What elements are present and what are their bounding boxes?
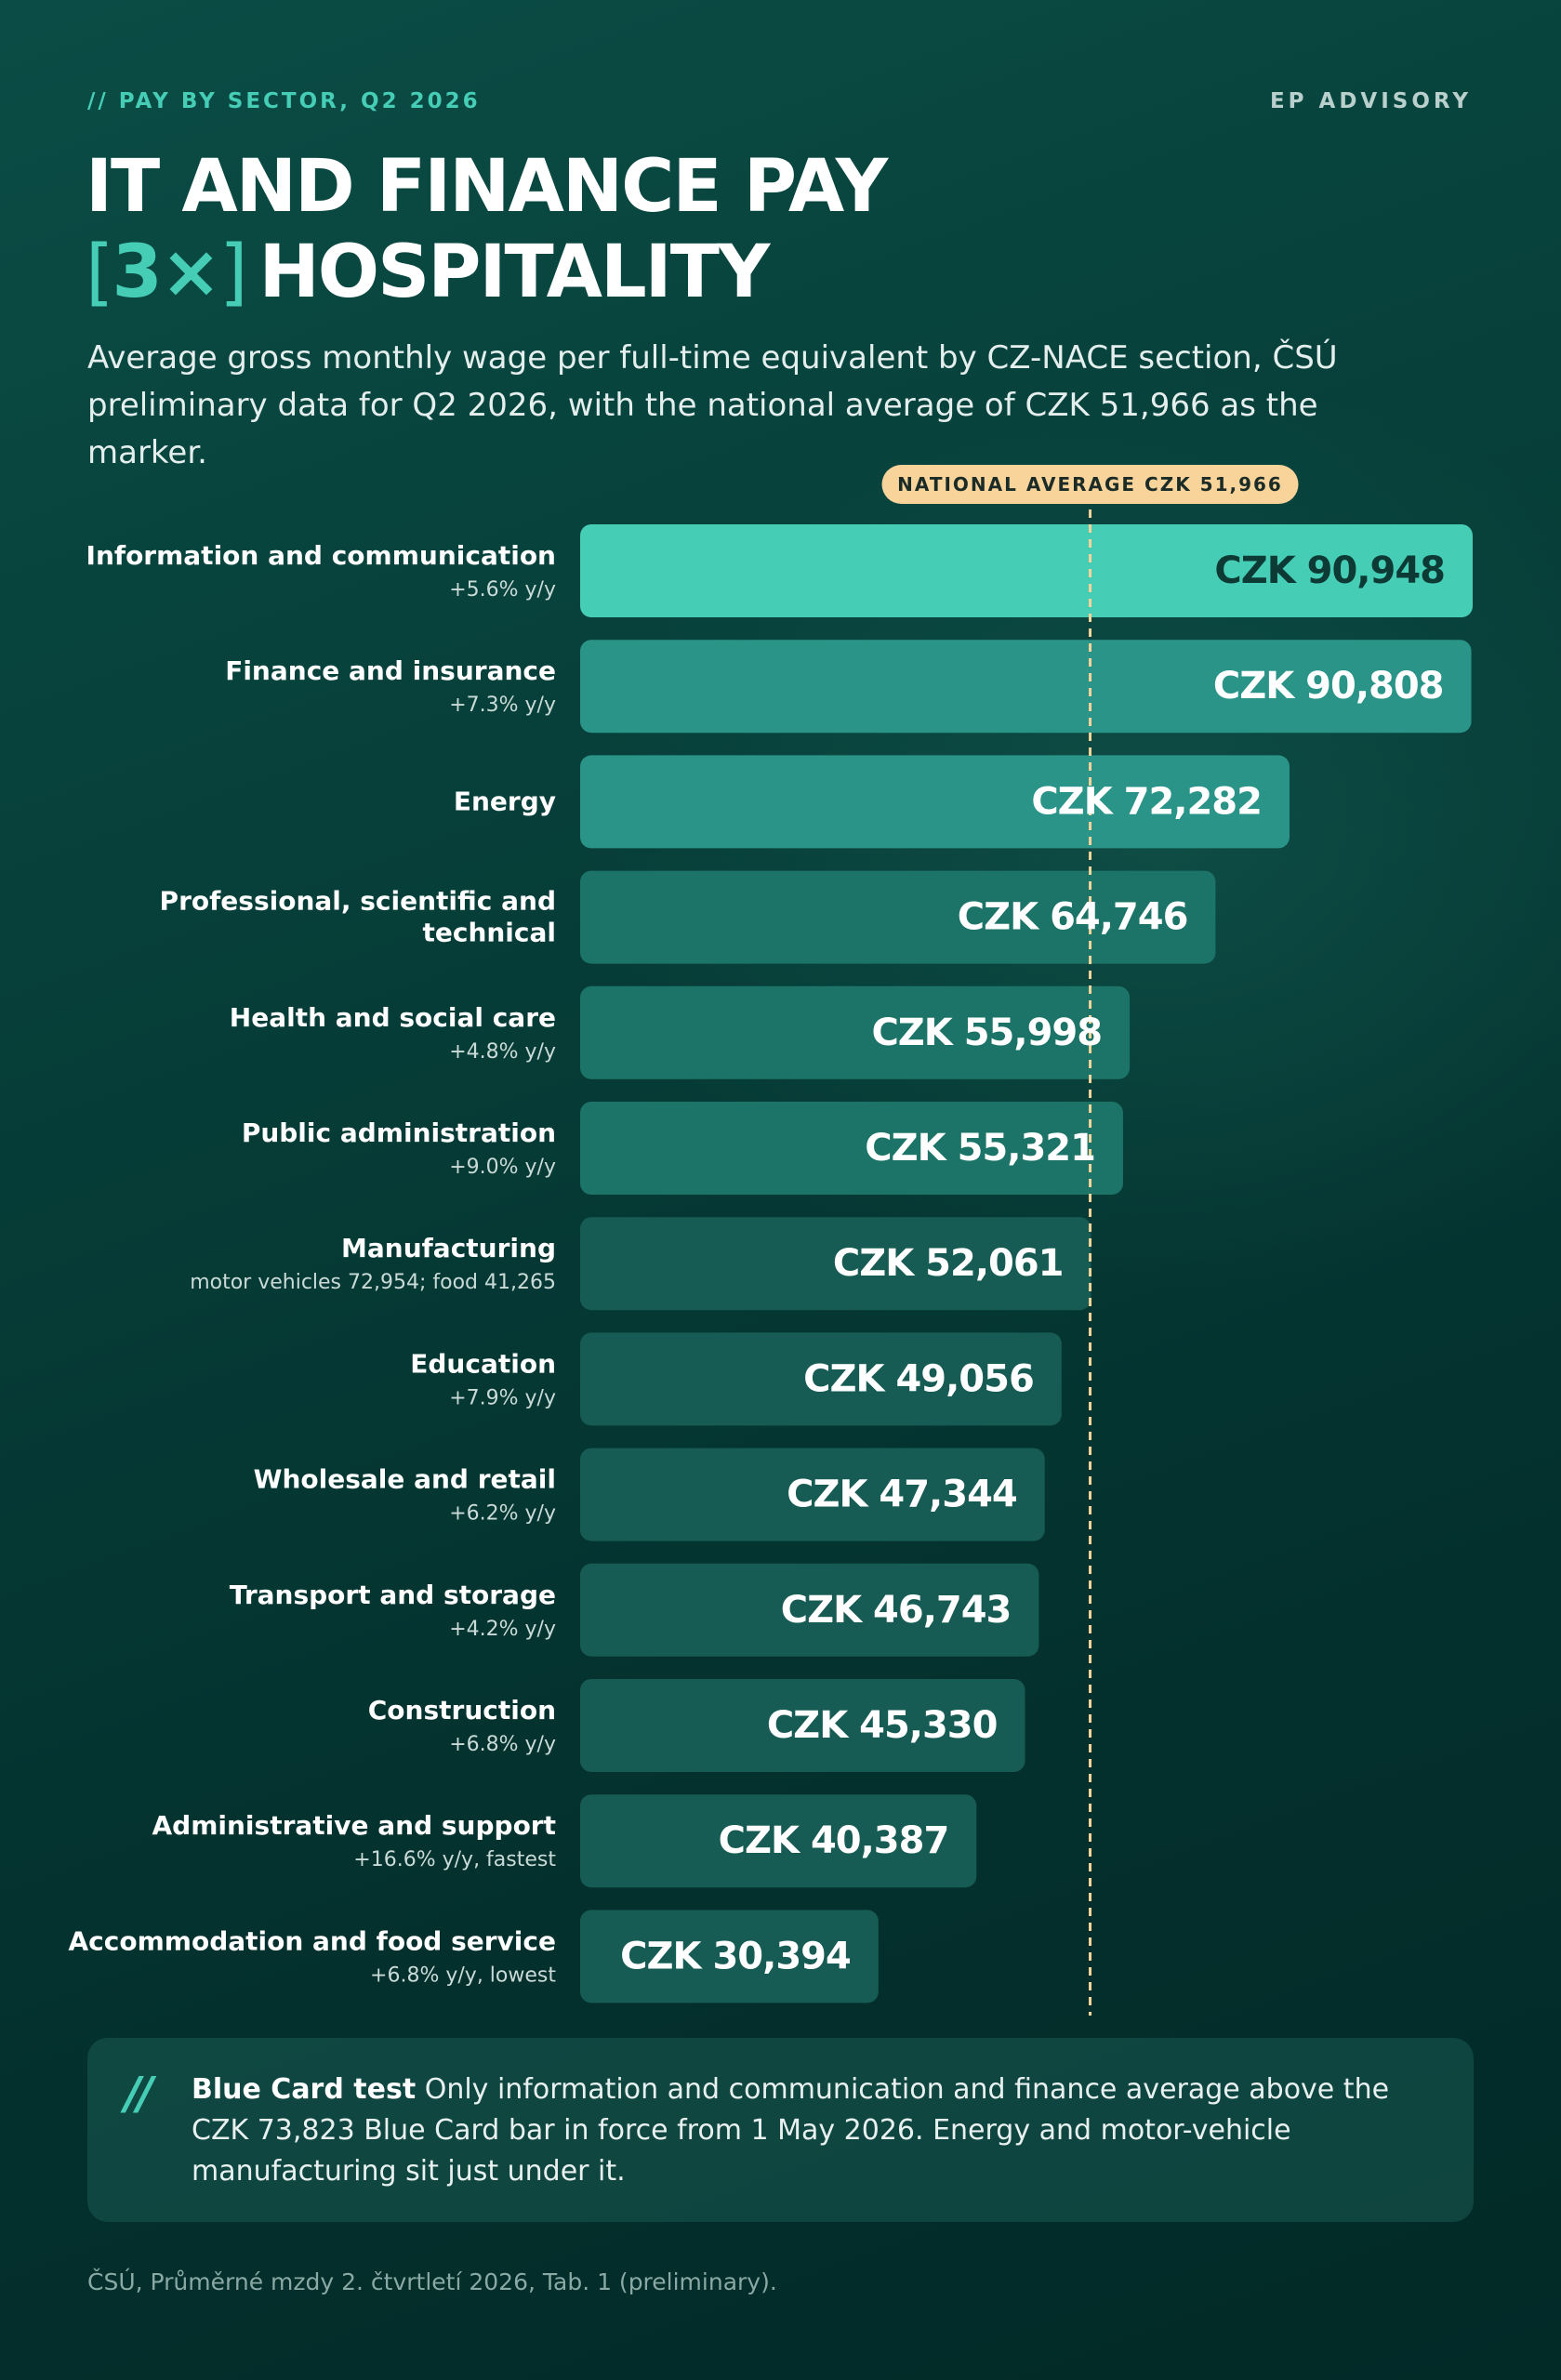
category-label: Health and social care (230, 1002, 556, 1033)
category-note: +6.2% y/y (449, 1502, 556, 1526)
wage-bar-chart: NATIONAL AVERAGE CZK 51,966 CZK 90,948 Inf… (69, 465, 1473, 2016)
category-note: motor vehicles 72,954; food 41,265 (190, 1271, 556, 1294)
bar-value-label: CZK 46,743 (781, 1589, 1012, 1632)
category-label: Public administration (242, 1117, 556, 1148)
bar-value-label: CZK 30,394 (620, 1935, 851, 1977)
category-note: +16.6% y/y, fastest (353, 1848, 556, 1871)
bar-value-label: CZK 90,808 (1213, 665, 1444, 707)
category-note: +9.0% y/y (449, 1156, 556, 1179)
category-label: Accommodation and food service (69, 1925, 557, 1956)
highlight-multiplier: 3× (112, 231, 221, 314)
bar (580, 1910, 879, 2003)
bar-value-label: CZK 49,056 (803, 1357, 1034, 1400)
note-lead: Blue Card test (192, 2073, 417, 2106)
source-note: ČSÚ, Průměrné mzdy 2. čtvrtletí 2026, Ta… (87, 2268, 777, 2295)
bar-value-label: CZK 55,998 (871, 1012, 1102, 1054)
category-note: +7.9% y/y (449, 1386, 556, 1409)
category-label: Education (410, 1348, 556, 1379)
title-line-2-text: HOSPITALITY (258, 231, 771, 314)
note-slash-icon: // (125, 2068, 153, 2120)
brand-label: EP ADVISORY (1269, 89, 1472, 113)
highlight-close-bracket: ] (219, 231, 247, 314)
title-line-1: IT AND FINANCE PAY (86, 145, 888, 229)
bar (580, 1679, 1025, 1772)
category-note: +7.3% y/y (449, 694, 556, 717)
bar (580, 870, 1216, 964)
bar (580, 1217, 1091, 1311)
bar (580, 1102, 1123, 1195)
category-label: technical (422, 918, 556, 948)
category-label: Professional, scientific and (160, 886, 556, 917)
category-label: Transport and storage (230, 1580, 556, 1610)
category-note: +4.8% y/y (449, 1040, 556, 1064)
title-highlight: [3×] (86, 230, 248, 315)
category-note: +5.6% y/y (449, 578, 556, 602)
category-label: Information and communication (86, 540, 556, 571)
category-label: Administrative and support (152, 1810, 556, 1841)
title-line-2: [3×] HOSPITALITY (86, 230, 886, 315)
bar (580, 640, 1472, 734)
bar (580, 524, 1473, 617)
highlight-open-bracket: [ (86, 231, 113, 314)
category-label: Manufacturing (341, 1233, 556, 1263)
category-label: Construction (368, 1695, 556, 1726)
category-label: Energy (454, 786, 556, 816)
bar (580, 1563, 1039, 1657)
bar-value-label: CZK 40,387 (719, 1819, 949, 1862)
category-note: +6.8% y/y, lowest (370, 1964, 556, 1987)
bar-value-label: CZK 72,282 (1031, 780, 1262, 823)
bar-value-label: CZK 52,061 (833, 1242, 1064, 1285)
national-average-label: NATIONAL AVERAGE CZK 51,966 (897, 473, 1283, 496)
bar-value-label: CZK 45,330 (767, 1704, 998, 1747)
bar-value-label: CZK 55,321 (865, 1127, 1095, 1170)
category-label: Wholesale and retail (254, 1464, 556, 1495)
bar (580, 985, 1131, 1079)
bar-value-label: CZK 47,344 (787, 1474, 1017, 1516)
eyebrow-label: // PAY BY SECTOR, Q2 2026 (87, 89, 481, 113)
category-note: +6.8% y/y (449, 1733, 556, 1756)
bar-value-label: CZK 64,746 (958, 896, 1188, 939)
bar (580, 1794, 977, 1888)
bar (580, 1448, 1045, 1541)
category-note: +4.2% y/y (449, 1618, 556, 1641)
page-title: IT AND FINANCE PAY [3×] HOSPITALITY (86, 144, 888, 315)
bar-value-label: CZK 90,948 (1214, 549, 1445, 592)
bar (580, 1332, 1062, 1426)
category-label: Finance and insurance (225, 655, 556, 686)
subtitle: Average gross monthly wage per full-time… (87, 339, 1338, 471)
note-text: Blue Card test Only information and comm… (192, 2069, 1437, 2192)
note-body: Only information and communication and f… (192, 2073, 1390, 2188)
blue-card-note: // Blue Card test Only information and c… (87, 2038, 1474, 2222)
bar (580, 755, 1290, 849)
national-average-pill (881, 465, 1299, 504)
